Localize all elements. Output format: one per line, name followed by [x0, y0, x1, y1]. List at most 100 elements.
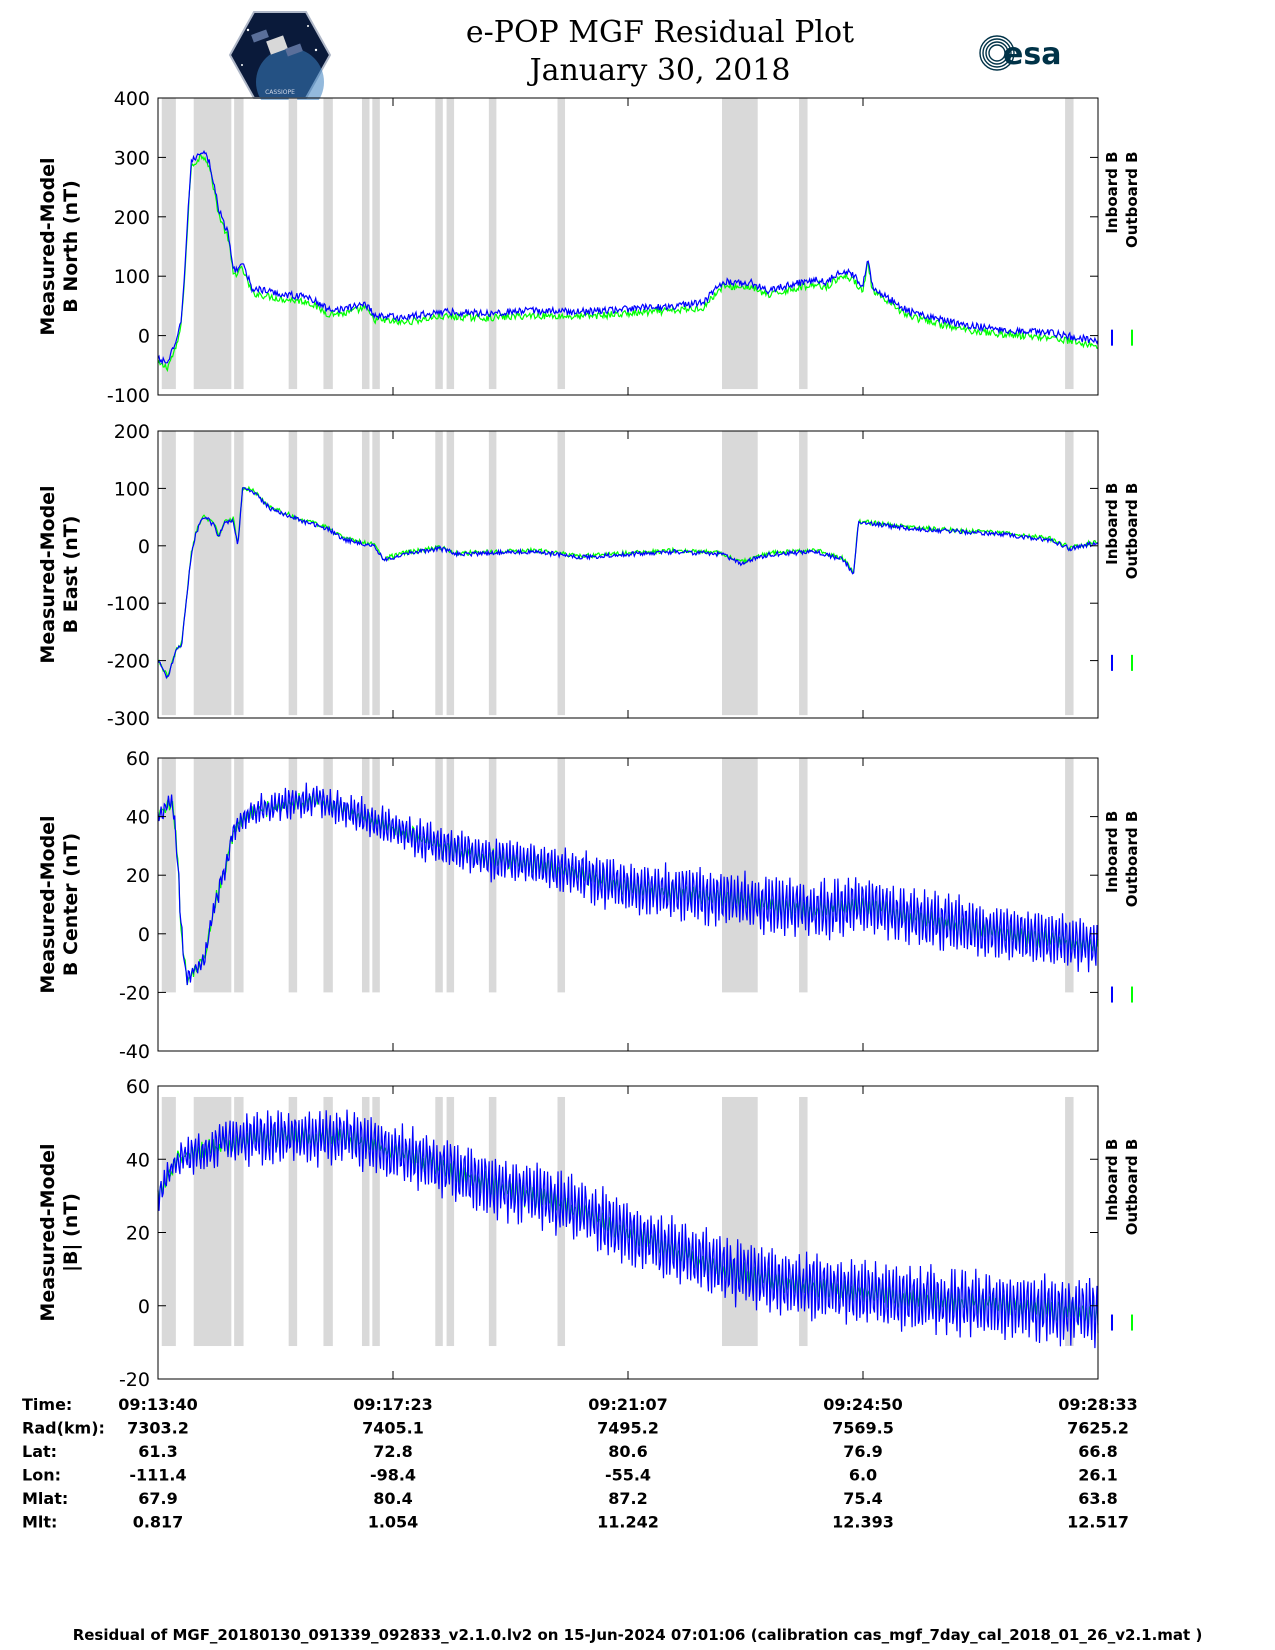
inboard-trace	[157, 149, 1099, 366]
info-table: Time: Rad(km): Lat: Lon: Mlat: Mlt: 09:13:40 73…	[22, 1395, 1138, 1532]
shaded-interval	[722, 98, 758, 390]
table-cell: 09:21:07	[588, 1395, 668, 1414]
shaded-interval	[372, 98, 380, 390]
shaded-interval	[1065, 1096, 1074, 1347]
legend-label-outboard: Outboard B	[1123, 811, 1141, 908]
shaded-interval	[722, 758, 758, 993]
y-axis-label-line1: Measured-Model	[37, 157, 59, 335]
shaded-interval	[799, 758, 808, 993]
shaded-interval	[488, 431, 497, 716]
y-tick-label: 0	[138, 536, 150, 558]
shaded-interval	[161, 431, 176, 716]
shaded-interval	[722, 431, 758, 716]
shaded-intervals	[161, 98, 1074, 390]
table-cell: 66.8	[1078, 1442, 1117, 1461]
shaded-interval	[361, 758, 370, 993]
shaded-interval	[799, 1096, 808, 1347]
shaded-interval	[234, 1096, 244, 1347]
shaded-interval	[799, 98, 808, 390]
table-cell: 09:28:33	[1058, 1395, 1138, 1414]
table-cell: -98.4	[370, 1466, 416, 1485]
table-cell: 11.242	[597, 1513, 659, 1532]
shaded-interval	[161, 1096, 176, 1347]
shaded-interval	[557, 431, 566, 716]
shaded-interval	[1065, 98, 1074, 390]
y-tick-label: 60	[126, 1076, 150, 1098]
y-axis-label-line2: |B| (nT)	[60, 1193, 82, 1272]
table-cell: 80.6	[608, 1442, 647, 1461]
shaded-interval	[488, 1096, 497, 1347]
y-axis-label-line1: Measured-Model	[37, 1143, 59, 1321]
plot-frame	[157, 430, 1099, 719]
table-cell: 26.1	[1078, 1466, 1117, 1485]
inboard-trace	[157, 782, 1099, 986]
y-tick-label: -20	[119, 982, 150, 1004]
panel-3: -40 -20 0 20 40 60 Measured-ModelB Center (nT)…	[37, 748, 1141, 1063]
table-cell: 12.393	[832, 1513, 894, 1532]
shaded-interval	[361, 431, 370, 716]
footer-text: Residual of MGF_20180130_091339_092833_v…	[72, 1626, 1203, 1644]
y-tick-label: 200	[114, 421, 150, 443]
y-tick-label: 20	[126, 1223, 150, 1245]
table-cell: -111.4	[129, 1466, 186, 1485]
shaded-interval	[161, 98, 176, 390]
title-block: e-POP MGF Residual Plot January 30, 2018	[380, 14, 940, 90]
shaded-interval	[361, 1096, 370, 1347]
y-tick-label: 0	[138, 1296, 150, 1318]
shaded-interval	[193, 98, 232, 390]
table-cell: 7495.2	[597, 1419, 659, 1438]
shaded-interval	[361, 98, 370, 390]
y-tick-label: 300	[114, 147, 150, 169]
shaded-interval	[1065, 431, 1074, 716]
shaded-interval	[288, 431, 298, 716]
row-label: Mlt:	[22, 1513, 57, 1532]
inboard-trace	[157, 1109, 1099, 1349]
legend: Inboard B Outboard B	[1103, 151, 1141, 346]
shaded-interval	[372, 1096, 380, 1347]
shaded-interval	[234, 98, 244, 390]
y-axis-label-line1: Measured-Model	[37, 815, 59, 993]
esa-logo: esa	[979, 35, 1061, 72]
shaded-interval	[372, 758, 380, 993]
y-tick-label: 100	[114, 478, 150, 500]
table-cell: 76.9	[843, 1442, 882, 1461]
table-cell: 7405.1	[362, 1419, 424, 1438]
legend: Inboard B Outboard B	[1103, 811, 1141, 1003]
plot-frame	[157, 97, 1099, 396]
inboard-trace	[157, 487, 1099, 680]
y-tick-label: -100	[107, 593, 150, 615]
shaded-interval	[323, 431, 333, 716]
y-tick-label: 100	[114, 266, 150, 288]
shaded-interval	[446, 758, 455, 993]
shaded-interval	[446, 1096, 455, 1347]
legend-label-outboard: Outboard B	[1123, 151, 1141, 248]
row-label: Lat:	[22, 1442, 57, 1461]
y-tick-label: 40	[126, 1149, 150, 1171]
cassiope-mission-logo: CASSIOPE	[228, 11, 332, 100]
y-tick-label: -20	[119, 1369, 150, 1391]
y-tick-label: 0	[138, 924, 150, 946]
y-axis-label: Measured-ModelB East (nT)	[37, 485, 82, 663]
shaded-intervals	[161, 431, 1074, 716]
shaded-interval	[323, 758, 333, 993]
outboard-trace	[157, 153, 1099, 373]
legend-label-outboard: Outboard B	[1123, 1139, 1141, 1236]
shaded-interval	[323, 1096, 333, 1347]
shaded-interval	[288, 98, 298, 390]
table-cell: 09:13:40	[118, 1395, 198, 1414]
row-label: Lon:	[22, 1466, 61, 1485]
table-cell: 80.4	[373, 1489, 412, 1508]
shaded-interval	[234, 758, 244, 993]
legend-label-inboard: Inboard B	[1103, 483, 1121, 565]
legend-label-inboard: Inboard B	[1103, 1139, 1121, 1221]
shaded-interval	[799, 431, 808, 716]
cassiope-logo-text: CASSIOPE	[265, 89, 295, 96]
y-tick-label: -40	[119, 1041, 150, 1063]
shaded-interval	[446, 98, 455, 390]
y-tick-label: -300	[107, 708, 150, 730]
y-tick-label: 60	[126, 748, 150, 770]
y-axis-label: Measured-ModelB North (nT)	[37, 157, 82, 335]
y-axis-label-line2: B Center (nT)	[60, 833, 82, 976]
